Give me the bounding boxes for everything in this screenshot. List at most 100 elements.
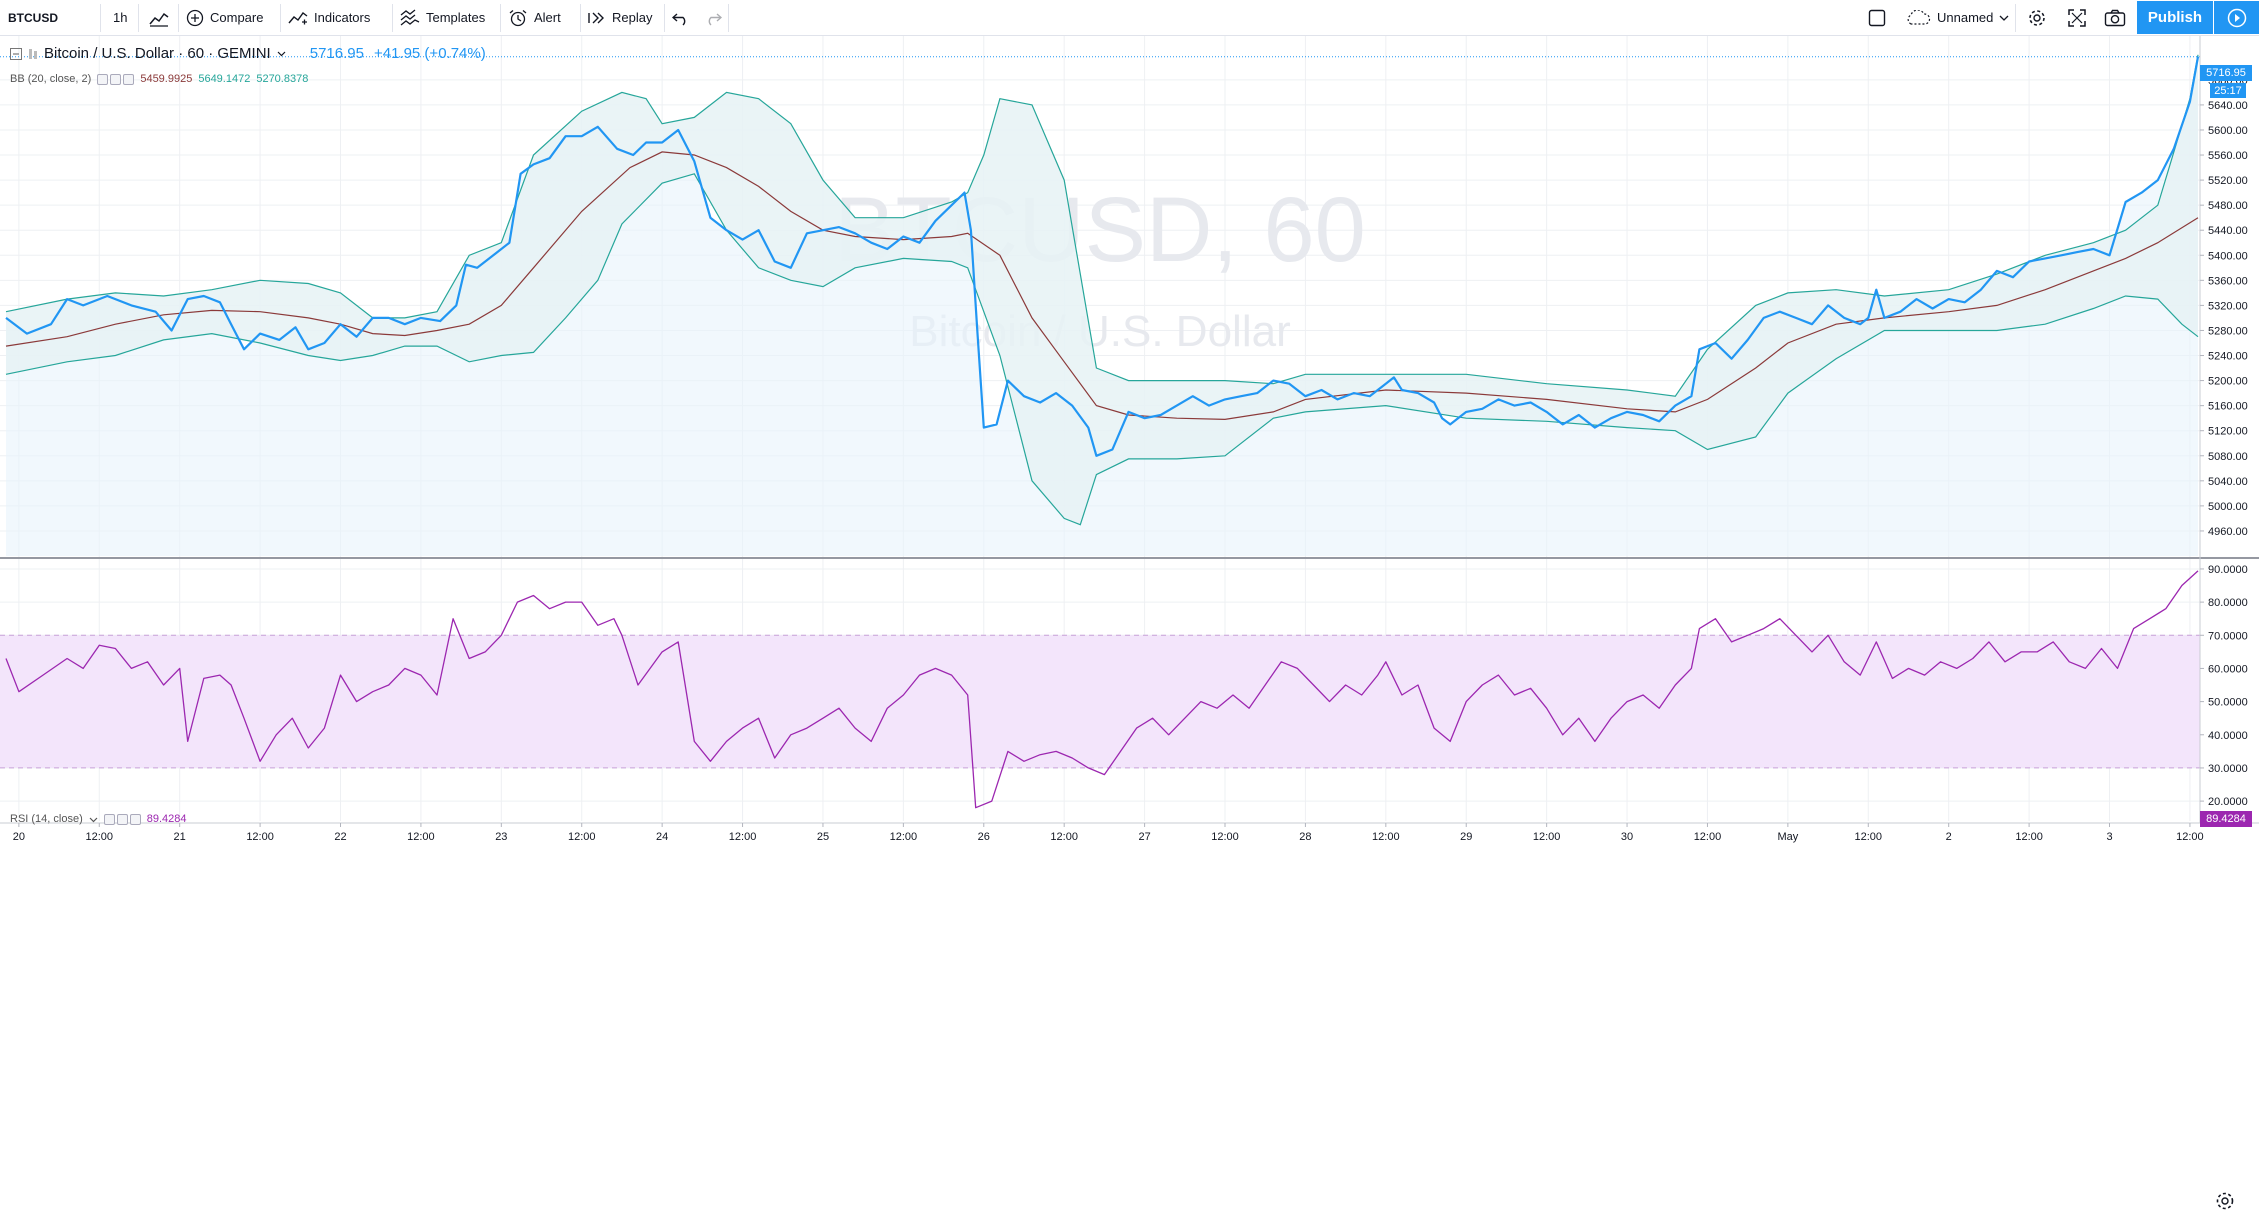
alarm-clock-icon [509,9,527,26]
time-axis-label: 12:00 [2015,831,2043,843]
price-axis-label: 5360.00 [2208,275,2248,287]
eye-icon[interactable] [103,813,115,825]
bb-basis-line [5,151,2199,421]
symbol-search-button[interactable]: BTCUSD [8,10,58,25]
candles-chart-icon [149,12,169,27]
time-axis-label: 12:00 [1050,831,1078,843]
time-axis-label: 12:00 [1855,831,1883,843]
price-axis-label: 5400.00 [2208,250,2248,262]
bars-icon [29,48,37,59]
publish-menu-button[interactable] [2214,1,2259,34]
rsi-legend[interactable]: RSI (14, close) 89.4284 [10,813,187,825]
price-axis-label: 5480.00 [2208,200,2248,212]
close-icon[interactable] [129,813,141,825]
replay-button[interactable]: Replay [588,0,652,35]
toolbar-divider [580,4,581,32]
templates-label: Templates [426,10,486,25]
chevron-down-icon [1999,15,2009,21]
bollinger-band-fill [6,54,2198,525]
main-series-legend: Bitcoin / U.S. Dollar · 60 · GEMINI 5716… [10,45,486,62]
rsi-value: 89.4284 [146,813,187,825]
time-axis-label: 12:00 [568,831,596,843]
replay-icon [588,12,604,23]
layout-name-label: Unnamed [1937,10,1994,25]
price-change: +41.95 (+0.74%) [373,45,486,62]
price-axis-label: 5080.00 [2208,451,2248,463]
camera-icon [2104,9,2126,26]
time-axis-label: 12:00 [407,831,435,843]
series-title: Bitcoin / U.S. Dollar · 60 · GEMINI [44,45,271,62]
time-axis-label: 12:00 [890,831,918,843]
time-axis-label: 12:00 [246,831,274,843]
time-axis-label: 20 [13,831,25,843]
price-axis-label: 5000.00 [2208,501,2248,513]
bb-upper-value: 5649.1472 [198,73,251,85]
price-axis-label: 5120.00 [2208,426,2248,438]
publish-button[interactable]: Publish [2137,1,2213,34]
fullscreen-button[interactable] [2068,0,2086,35]
collapse-legend-icon[interactable] [10,47,22,60]
price-axis-label: 5160.00 [2208,401,2248,413]
bb-lower-value: 5270.8378 [256,73,309,85]
cloud-icon [1907,9,1931,25]
select-toggle-button[interactable] [1868,0,1886,35]
eye-icon[interactable] [97,73,109,85]
gear-icon[interactable] [110,73,122,85]
undo-icon [672,12,686,26]
compare-button[interactable]: Compare [186,0,263,35]
alert-button[interactable]: Alert [508,0,561,35]
chart-type-button[interactable] [148,0,170,35]
price-axis-label: 5280.00 [2208,325,2248,337]
templates-button[interactable]: Templates [400,0,485,35]
gear-icon [2029,9,2045,26]
time-axis-label: 25 [817,831,829,843]
plus-circle-icon [186,9,204,26]
rsi-value-tag: 89.4284 [2200,811,2252,827]
play-circle-icon [2227,8,2246,27]
time-axis-label: 2 [1946,831,1952,843]
rsi-label: RSI (14, close) [10,813,83,825]
price-axis-label: 4960.00 [2208,526,2248,538]
indicators-label: Indicators [314,10,371,25]
time-axis-label: 12:00 [729,831,757,843]
snapshot-button[interactable] [2104,0,2126,35]
toolbar-divider [138,4,139,32]
gear-icon[interactable] [116,813,128,825]
toolbar-divider [392,4,393,32]
chevron-down-icon[interactable] [89,816,98,823]
price-axis-label: 5040.00 [2208,476,2248,488]
time-axis-label: 12:00 [2176,831,2204,843]
close-icon[interactable] [123,73,135,85]
rsi-axis-label: 50.0000 [2208,697,2248,709]
price-line [5,56,2200,457]
bb-label: BB (20, close, 2) [10,73,92,85]
chart-settings-button[interactable] [2214,1190,2236,1216]
toolbar-divider [664,4,665,32]
toolbar-divider [728,4,729,32]
bollinger-bands-legend[interactable]: BB (20, close, 2) 5459.9925 5649.1472 52… [10,73,308,85]
rsi-axis-label: 60.0000 [2208,663,2248,675]
time-axis-label: 22 [334,831,346,843]
chevron-down-icon[interactable] [277,50,286,57]
time-axis-label: 12:00 [86,831,114,843]
layout-name-button[interactable]: Unnamed [1905,0,2009,35]
time-axis-label: 3 [2106,831,2112,843]
toolbar-divider [178,4,179,32]
rsi-band-fill [0,635,2200,768]
time-axis-label: 23 [495,831,507,843]
gear-icon [2216,1192,2234,1210]
settings-button[interactable] [2027,0,2047,35]
rsi-axis-label: 80.0000 [2208,597,2248,609]
time-axis-label: 30 [1621,831,1633,843]
undo-button[interactable] [672,0,690,35]
time-axis-label: 24 [656,831,668,843]
rsi-axis-label: 30.0000 [2208,763,2248,775]
price-axis-label: 5320.00 [2208,300,2248,312]
interval-button[interactable]: 1h [113,10,128,25]
price-axis-label: 5520.00 [2208,175,2248,187]
bar-countdown-tag: 25:17 [2210,83,2246,98]
indicators-button[interactable]: Indicators [288,0,370,35]
time-axis-label: 12:00 [1694,831,1722,843]
redo-button[interactable] [704,0,722,35]
